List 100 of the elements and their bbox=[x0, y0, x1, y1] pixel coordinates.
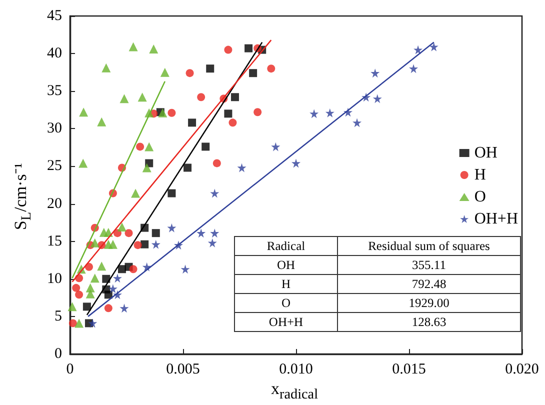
point bbox=[74, 318, 84, 328]
point bbox=[72, 284, 80, 292]
annotation: H bbox=[234, 274, 338, 294]
point bbox=[97, 117, 106, 126]
legend-label: OH bbox=[474, 144, 498, 162]
point bbox=[224, 110, 232, 118]
x-tick-label: 0.020 bbox=[505, 362, 539, 378]
annotation: OH+H bbox=[234, 312, 338, 332]
point bbox=[167, 223, 176, 232]
x-axis-title: x$_{radical}$ bbox=[271, 379, 318, 404]
point bbox=[210, 188, 220, 198]
annotation: 792.48 bbox=[338, 274, 520, 294]
point bbox=[97, 262, 106, 271]
point bbox=[136, 142, 144, 151]
point bbox=[230, 93, 239, 102]
point bbox=[206, 64, 214, 73]
point bbox=[409, 64, 418, 74]
point bbox=[228, 118, 237, 127]
annotation: Residual sum of squares bbox=[338, 236, 520, 256]
point bbox=[180, 264, 190, 274]
point bbox=[249, 69, 258, 78]
annotation: 355.11 bbox=[338, 256, 520, 274]
point bbox=[237, 163, 246, 172]
point bbox=[158, 108, 168, 118]
point bbox=[224, 46, 232, 54]
point bbox=[129, 265, 138, 274]
legend-label: H bbox=[474, 166, 486, 184]
point bbox=[102, 274, 110, 283]
point bbox=[168, 108, 176, 117]
point bbox=[267, 64, 276, 73]
annotation: 1929.00 bbox=[338, 294, 520, 312]
point bbox=[120, 304, 129, 313]
point bbox=[149, 44, 158, 54]
point bbox=[140, 240, 149, 248]
point bbox=[292, 158, 300, 168]
y-tick-label: 20 bbox=[47, 196, 62, 212]
point bbox=[208, 238, 217, 248]
point bbox=[88, 318, 98, 328]
point bbox=[188, 118, 196, 127]
y-tick-label: 15 bbox=[47, 233, 62, 250]
point bbox=[152, 229, 160, 238]
point bbox=[212, 159, 221, 168]
point bbox=[254, 108, 262, 116]
x-tick-label: 0.010 bbox=[279, 362, 313, 378]
point bbox=[134, 241, 142, 250]
point bbox=[310, 109, 319, 118]
point bbox=[271, 142, 280, 152]
point bbox=[102, 63, 111, 72]
x-tick-label: 0.005 bbox=[166, 362, 200, 378]
legend-label: O bbox=[474, 188, 486, 206]
x-tick-label: 0 bbox=[66, 362, 74, 378]
point bbox=[131, 188, 140, 198]
x-tick-label: 0.015 bbox=[392, 362, 426, 378]
point bbox=[186, 69, 194, 78]
point bbox=[352, 118, 362, 128]
y-tick-label: 0 bbox=[54, 346, 62, 362]
point bbox=[79, 108, 88, 117]
point bbox=[108, 240, 118, 249]
annotation: Radical bbox=[234, 236, 338, 256]
point bbox=[117, 222, 126, 232]
point bbox=[160, 68, 170, 77]
y-tick-label: 45 bbox=[47, 8, 62, 24]
point bbox=[325, 108, 334, 118]
annotation: 128.63 bbox=[338, 312, 520, 332]
annotation: OH bbox=[234, 256, 338, 274]
annotation: O bbox=[234, 294, 338, 312]
point bbox=[90, 238, 100, 248]
point bbox=[184, 164, 192, 172]
y-tick-label: 35 bbox=[47, 83, 62, 100]
point bbox=[75, 290, 84, 299]
point bbox=[370, 68, 380, 78]
point bbox=[372, 94, 382, 104]
point bbox=[124, 229, 133, 238]
point bbox=[128, 42, 138, 52]
point bbox=[120, 94, 129, 104]
y-tick-label: 25 bbox=[47, 158, 62, 174]
point bbox=[202, 142, 210, 151]
point bbox=[210, 228, 220, 238]
point bbox=[112, 274, 122, 283]
y-tick-label: 40 bbox=[47, 46, 62, 62]
point bbox=[104, 304, 112, 312]
point bbox=[151, 240, 160, 249]
point bbox=[86, 289, 95, 298]
point bbox=[429, 42, 438, 52]
point bbox=[104, 290, 112, 299]
point bbox=[68, 302, 77, 312]
point bbox=[82, 302, 91, 311]
point bbox=[142, 163, 152, 172]
y-tick-label: 30 bbox=[47, 120, 62, 137]
point bbox=[68, 319, 77, 328]
point bbox=[197, 93, 206, 102]
point bbox=[168, 189, 176, 198]
point bbox=[414, 45, 423, 54]
point bbox=[244, 44, 253, 52]
point bbox=[196, 228, 206, 238]
y-tick-label: 5 bbox=[54, 308, 62, 324]
point bbox=[144, 142, 154, 152]
legend-label: OH+H bbox=[474, 210, 518, 228]
point bbox=[138, 92, 147, 102]
y-tick-label: 10 bbox=[47, 270, 62, 287]
